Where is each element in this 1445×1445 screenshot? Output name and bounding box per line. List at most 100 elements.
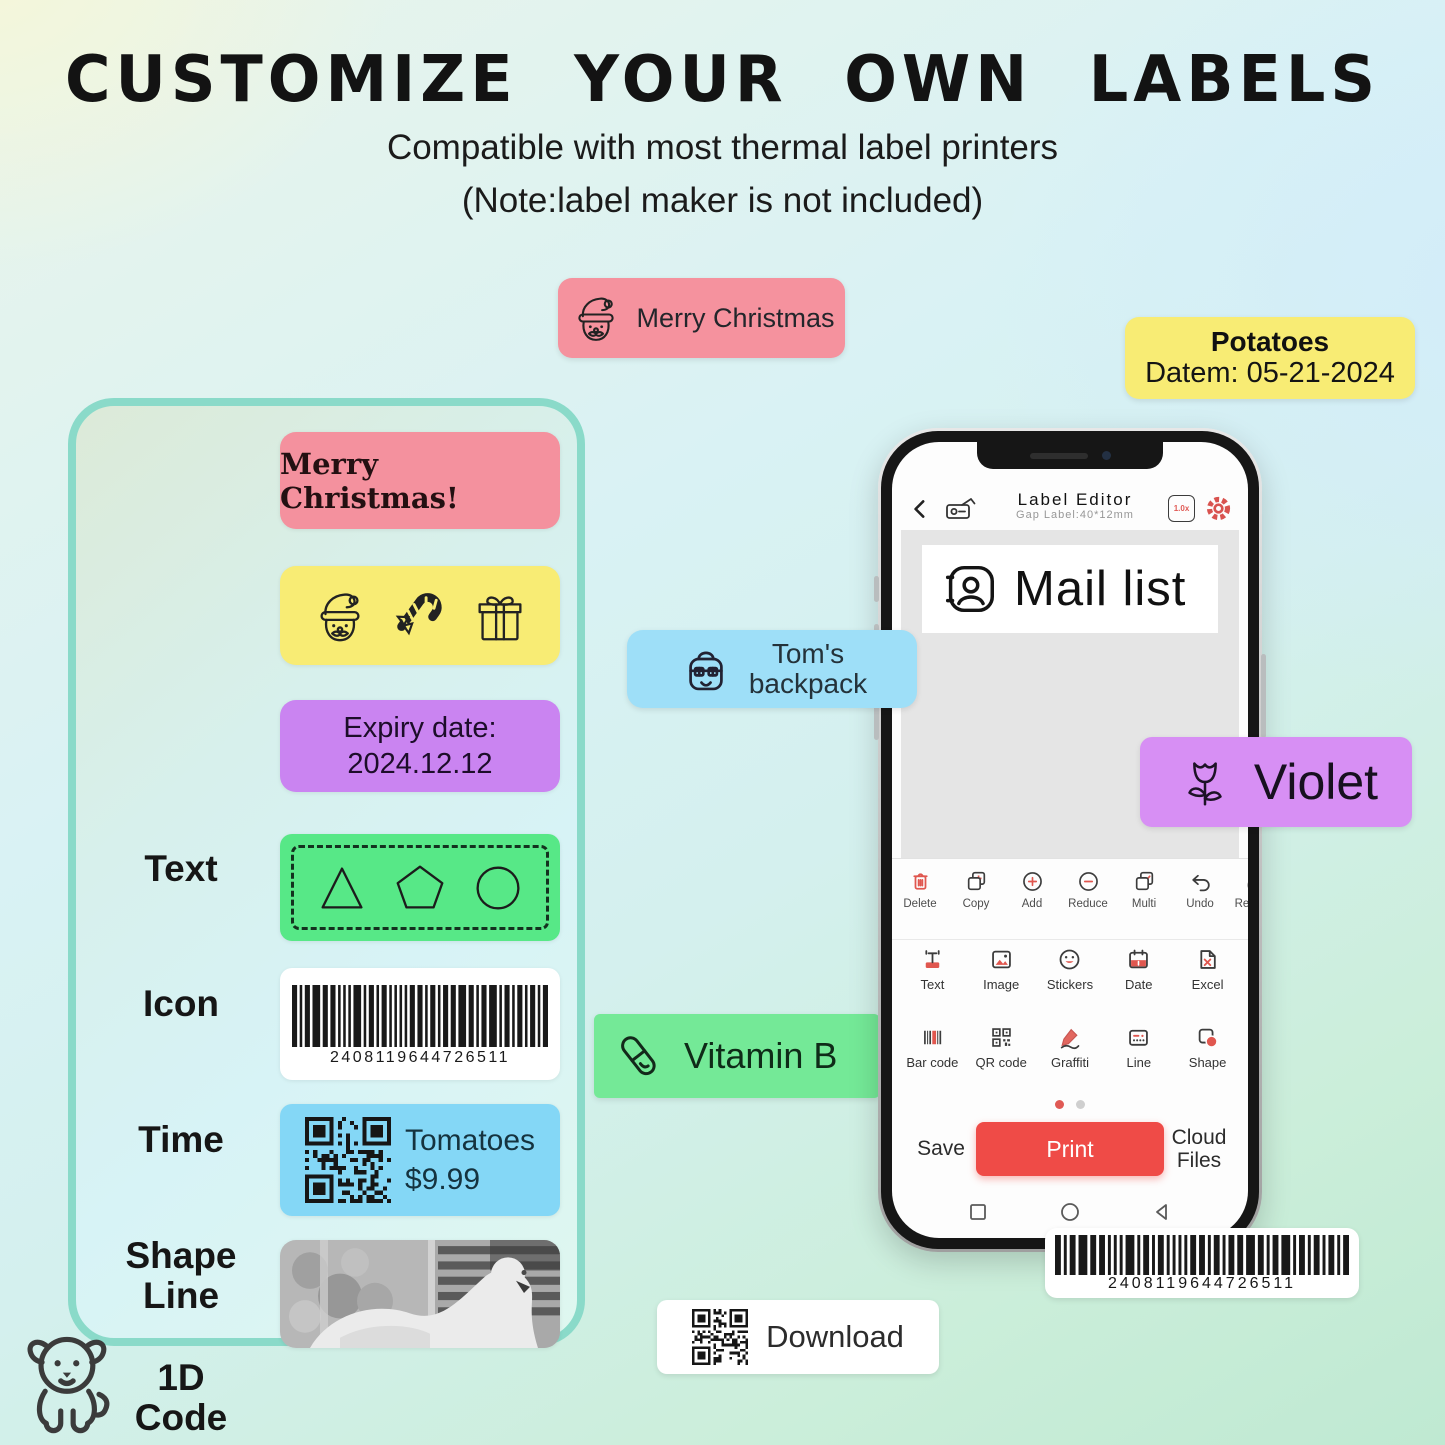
- graffiti-icon: [1056, 1024, 1083, 1051]
- back-icon[interactable]: [908, 496, 934, 522]
- tool-label: Bar code: [906, 1055, 959, 1070]
- tool-label: Date: [1125, 977, 1153, 992]
- gift-icon: [469, 585, 531, 647]
- label-printer-icon[interactable]: [944, 496, 978, 522]
- tool-button-stickers[interactable]: Stickers: [1039, 946, 1101, 1018]
- action-bar: Save Print Cloud Files: [892, 1112, 1248, 1186]
- app-header: Label Editor Gap Label:40*12mm 1.0x: [892, 442, 1248, 530]
- image-tool-icon: [988, 946, 1015, 973]
- toolbar-button-undo[interactable]: Undo: [1172, 869, 1228, 939]
- sample-label-text: Merry Christmas!: [280, 432, 560, 529]
- text-tool-icon: [919, 946, 946, 973]
- label-types-panel: Text Merry Christmas! Icon: [68, 398, 585, 1437]
- nav-home-icon[interactable]: [1058, 1200, 1082, 1224]
- sample-label-shapes: [280, 834, 560, 941]
- page-title: CUSTOMIZE YOUR OWN LABELS: [64, 40, 1381, 117]
- backpack-icon: [677, 640, 735, 698]
- toolbar-button-copy[interactable]: Copy: [948, 869, 1004, 939]
- label-potatoes-date: Datem: 05-21-2024: [1145, 357, 1395, 390]
- sample-label-icon: [280, 566, 560, 665]
- qrcode-tool-icon: [988, 1024, 1015, 1051]
- row-label-text: Text: [144, 848, 218, 889]
- tool-button-qr-code[interactable]: QR code: [970, 1024, 1032, 1096]
- toolbar-button-delete[interactable]: Delete: [892, 869, 948, 939]
- label-vitamin-b-text: Vitamin B: [684, 1035, 838, 1076]
- contact-icon: [938, 558, 1000, 620]
- zoom-scale-value: 1.0x: [1173, 504, 1190, 513]
- row-label-shape-line: Shape Line: [125, 1235, 237, 1316]
- phone-volume-down-button: [874, 688, 879, 740]
- tool-label: Image: [983, 977, 1020, 992]
- android-nav-bar: [892, 1186, 1248, 1238]
- sample-label-qr: Tomatoes $9.99: [280, 1104, 560, 1216]
- tool-button-graffiti[interactable]: Graffiti: [1039, 1024, 1101, 1096]
- date-icon: [1125, 946, 1152, 973]
- label-toms-backpack: Tom's backpack: [627, 630, 917, 708]
- label-spec: Gap Label:40*12mm: [1016, 509, 1134, 522]
- label-violet-text: Violet: [1253, 754, 1379, 810]
- tool-label: Copy: [962, 898, 990, 910]
- tool-button-text[interactable]: Text: [901, 946, 963, 1018]
- tool-label: Graffiti: [1050, 1055, 1090, 1070]
- app-title-block: Label Editor Gap Label:40*12mm: [986, 490, 1164, 522]
- label-violet: Violet: [1140, 737, 1412, 827]
- stickers-icon: [1056, 946, 1083, 973]
- tool-button-date[interactable]: Date: [1108, 946, 1170, 1018]
- toolbar-button-reduce[interactable]: Reduce: [1060, 869, 1116, 939]
- tool-button-shape[interactable]: Shape: [1177, 1024, 1239, 1096]
- qr-code-graphic: [304, 1117, 391, 1203]
- toolbar-button-recover[interactable]: Recover: [1228, 869, 1248, 939]
- barcode-digits: 2408119644726511: [330, 1049, 510, 1066]
- page-dot-inactive[interactable]: [1076, 1099, 1085, 1109]
- toolbar-button-add[interactable]: Add: [1004, 869, 1060, 939]
- settings-gear-icon[interactable]: [1205, 495, 1232, 522]
- expiry-date: 2024.12.12: [347, 748, 493, 780]
- save-button[interactable]: Save: [917, 1137, 965, 1161]
- label-potatoes-title: Potatoes: [1210, 326, 1330, 358]
- tools-row-2: Bar code QR code Graffiti Line Shape: [892, 1018, 1248, 1096]
- triangle-shape: [311, 857, 373, 919]
- front-camera: [1101, 451, 1111, 460]
- sample-text-content: Merry Christmas!: [280, 446, 459, 515]
- canvas-label-object[interactable]: Mail list: [922, 545, 1218, 633]
- sample-label-barcode: 2408119644726511: [280, 968, 560, 1080]
- tool-label: Undo: [1186, 898, 1214, 910]
- label-potatoes: Potatoes Datem: 05-21-2024: [1125, 317, 1415, 399]
- edit-toolbar: Delete Copy Add Reduce Multi Undo Recover: [892, 858, 1248, 940]
- phone-notch: [977, 442, 1163, 469]
- redo-icon: [1244, 869, 1248, 894]
- label-download: Download: [657, 1300, 939, 1374]
- nav-back-icon[interactable]: [1150, 1200, 1174, 1224]
- tool-button-excel[interactable]: Excel: [1177, 946, 1239, 1018]
- pentagon-shape: [389, 857, 451, 919]
- page-indicator: [892, 1096, 1248, 1112]
- zoom-scale-button[interactable]: 1.0x: [1168, 495, 1195, 522]
- tool-label: Text: [920, 977, 945, 992]
- barcode-graphic: [292, 985, 548, 1047]
- page-subtitle-2: (Note:label maker is not included): [461, 181, 984, 220]
- qr-label-text: Tomatoes $9.99: [404, 1124, 536, 1196]
- cloud-files-button[interactable]: Cloud Files: [1171, 1125, 1227, 1172]
- puppy-illustration: [12, 1326, 126, 1442]
- copy-icon: [964, 869, 989, 894]
- tool-label: Multi: [1131, 898, 1157, 910]
- line-tool-icon: [1125, 1024, 1152, 1051]
- toolbar-button-multi[interactable]: Multi: [1116, 869, 1172, 939]
- phone-mute-switch: [874, 576, 879, 602]
- row-label-1d-code: 1D Code: [134, 1357, 228, 1438]
- tool-button-line[interactable]: Line: [1108, 1024, 1170, 1096]
- label-merry-christmas-text: Merry Christmas: [636, 302, 835, 333]
- tool-label: Excel: [1191, 977, 1224, 992]
- tool-button-image[interactable]: Image: [970, 946, 1032, 1018]
- santa-icon: [568, 290, 624, 346]
- speaker-slot: [1029, 452, 1088, 459]
- tool-button-bar-code[interactable]: Bar code: [901, 1024, 963, 1096]
- label-merry-christmas: Merry Christmas: [558, 278, 845, 358]
- tool-label: Delete: [903, 898, 937, 910]
- phone-mockup: Label Editor Gap Label:40*12mm 1.0x: [874, 428, 1266, 1252]
- santa-icon: [309, 585, 371, 647]
- print-button[interactable]: Print: [976, 1122, 1164, 1176]
- nav-recents-icon[interactable]: [966, 1200, 990, 1224]
- dog-photo: [280, 1240, 560, 1348]
